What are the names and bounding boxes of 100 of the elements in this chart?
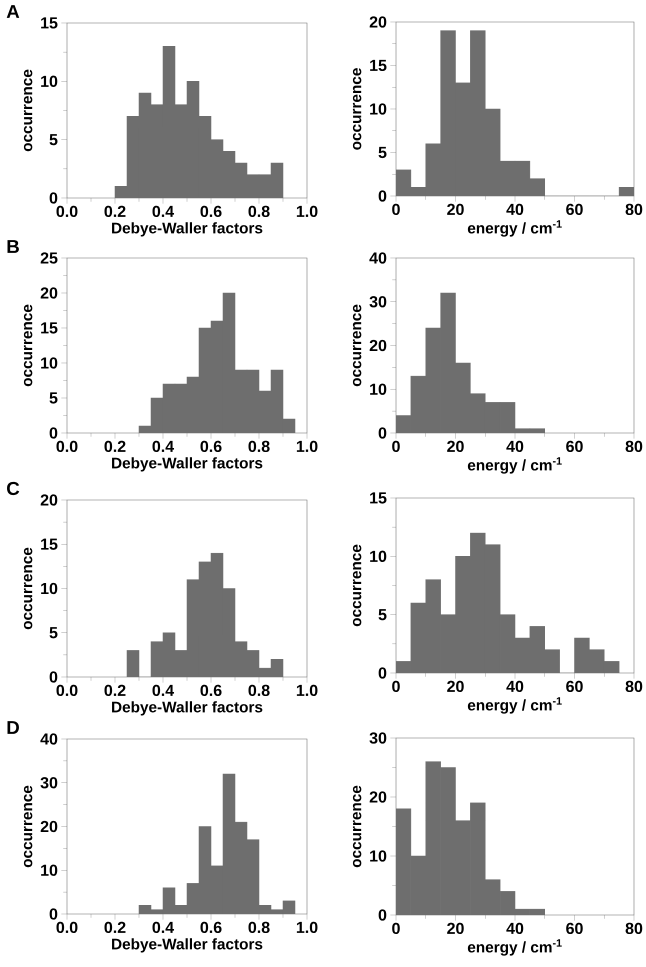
y-tick-label: 30 bbox=[40, 777, 58, 788]
x-tick-label: 0 bbox=[392, 680, 400, 692]
y-tick-label: 5 bbox=[50, 627, 58, 638]
y-tick-label: 0 bbox=[50, 427, 58, 439]
x-tick-label: 0.8 bbox=[248, 922, 270, 934]
x-tick-label: 0.4 bbox=[152, 440, 174, 452]
y-tick-label: 0 bbox=[378, 667, 386, 679]
y-tick-label: 15 bbox=[370, 60, 386, 72]
y-tick-label: 10 bbox=[41, 864, 58, 876]
y-tick-label: 0 bbox=[50, 908, 58, 920]
x-tick-label: 0.4 bbox=[152, 922, 174, 934]
y-tick-label: 10 bbox=[41, 357, 58, 369]
x-tick-label: 0.2 bbox=[104, 684, 126, 696]
chart-title: A bbox=[6, 5, 20, 18]
y-tick-label: 15 bbox=[370, 492, 386, 504]
x-tick-label: 0.2 bbox=[104, 922, 126, 934]
x-tick-label: 80 bbox=[626, 204, 642, 216]
y-tick-label: 25 bbox=[40, 252, 58, 264]
x-tick-label: 1.0 bbox=[296, 206, 318, 218]
x-tick-label: 80 bbox=[626, 440, 642, 452]
x-axis-title: Debye-Waller factors bbox=[112, 701, 262, 716]
x-tick-label: 0.2 bbox=[104, 440, 126, 452]
x-axis-title: energy / cm$^{-1}$ bbox=[468, 697, 562, 714]
y-tick-label: 10 bbox=[370, 550, 386, 562]
y-tick-label: 20 bbox=[40, 820, 58, 832]
x-tick-label: 0.6 bbox=[200, 684, 222, 696]
x-tick-label: 60 bbox=[566, 204, 583, 216]
x-tick-label: 20 bbox=[447, 204, 464, 216]
x-tick-label: 0.4 bbox=[152, 684, 174, 696]
y-tick-label: 0 bbox=[50, 192, 58, 204]
y-tick-label: 15 bbox=[41, 17, 58, 29]
x-tick-label: 1.0 bbox=[296, 922, 318, 934]
x-tick-label: 60 bbox=[566, 440, 583, 452]
x-axis-title: energy / cm$^{-1}$ bbox=[468, 939, 562, 956]
x-tick-label: 40 bbox=[506, 922, 524, 934]
x-tick-label: 0.0 bbox=[56, 922, 78, 934]
y-tick-label: 40 bbox=[369, 252, 386, 264]
y-tick-label: 20 bbox=[370, 791, 386, 803]
y-tick-label: 10 bbox=[370, 384, 386, 395]
x-axis-title: energy / cm$^{-1}$ bbox=[468, 457, 562, 474]
x-tick-label: 0.2 bbox=[104, 206, 126, 218]
y-tick-label: 0 bbox=[378, 190, 386, 202]
y-tick-label: 10 bbox=[41, 582, 58, 594]
y-tick-label: 5 bbox=[50, 392, 58, 404]
y-axis-title: occurrence bbox=[24, 70, 32, 152]
y-tick-label: 10 bbox=[370, 850, 386, 862]
x-axis-title: Debye-Waller factors bbox=[112, 938, 262, 953]
y-tick-label: 0 bbox=[378, 427, 386, 439]
x-tick-label: 40 bbox=[506, 204, 524, 216]
x-tick-label: 80 bbox=[626, 922, 642, 934]
x-tick-label: 60 bbox=[566, 922, 583, 934]
x-tick-label: 0.6 bbox=[200, 206, 222, 218]
x-tick-label: 40 bbox=[506, 680, 524, 692]
x-tick-label: 0.0 bbox=[56, 684, 78, 696]
x-tick-label: 0 bbox=[392, 922, 400, 934]
y-tick-label: 40 bbox=[40, 733, 58, 745]
y-tick-label: 20 bbox=[370, 16, 386, 28]
x-tick-label: 1.0 bbox=[296, 684, 318, 696]
y-tick-label: 5 bbox=[378, 146, 386, 158]
x-tick-label: 0.6 bbox=[200, 440, 222, 452]
x-tick-label: 0.8 bbox=[248, 440, 270, 452]
y-axis-title: occurrence bbox=[24, 304, 32, 386]
y-tick-label: 0 bbox=[378, 909, 386, 921]
x-tick-label: 0.8 bbox=[248, 206, 270, 218]
x-tick-label: 20 bbox=[447, 680, 464, 692]
chart-title: C bbox=[7, 482, 20, 496]
y-axis-title: occurrence bbox=[352, 786, 362, 868]
x-axis-title: energy / cm$^{-1}$ bbox=[468, 220, 562, 237]
y-tick-label: 10 bbox=[370, 103, 386, 115]
y-axis-title: occurrence bbox=[352, 68, 362, 150]
x-tick-label: 80 bbox=[626, 680, 642, 692]
y-tick-label: 5 bbox=[50, 134, 58, 146]
chart-title: B bbox=[8, 240, 19, 253]
x-tick-label: 20 bbox=[447, 922, 464, 934]
y-tick-label: 20 bbox=[370, 340, 386, 352]
y-tick-label: 20 bbox=[40, 287, 58, 299]
x-tick-label: 40 bbox=[506, 440, 524, 452]
x-tick-label: 20 bbox=[447, 440, 464, 452]
y-axis-title: occurrence bbox=[24, 786, 32, 868]
x-tick-label: 0.0 bbox=[56, 206, 78, 218]
x-tick-label: 0.4 bbox=[152, 206, 174, 218]
x-axis-title: Debye-Waller factors bbox=[112, 457, 262, 472]
y-tick-label: 5 bbox=[378, 609, 386, 620]
y-tick-label: 15 bbox=[41, 322, 58, 334]
y-axis-title: occurrence bbox=[24, 548, 32, 630]
x-tick-label: 0.6 bbox=[200, 922, 222, 934]
x-tick-label: 0 bbox=[392, 440, 400, 452]
x-tick-label: 0.0 bbox=[56, 440, 78, 452]
y-tick-label: 30 bbox=[370, 732, 386, 744]
y-tick-label: 15 bbox=[41, 538, 58, 550]
y-tick-label: 30 bbox=[370, 296, 386, 308]
x-tick-label: 60 bbox=[566, 680, 583, 692]
y-axis-title: occurrence bbox=[352, 304, 362, 386]
y-axis-title: occurrence bbox=[352, 544, 362, 626]
y-tick-label: 10 bbox=[41, 76, 58, 87]
chart-title: D bbox=[8, 721, 19, 734]
x-tick-label: 1.0 bbox=[296, 440, 318, 452]
x-tick-label: 0.8 bbox=[248, 684, 270, 696]
x-tick-label: 0 bbox=[392, 204, 400, 216]
y-tick-label: 20 bbox=[40, 494, 58, 506]
